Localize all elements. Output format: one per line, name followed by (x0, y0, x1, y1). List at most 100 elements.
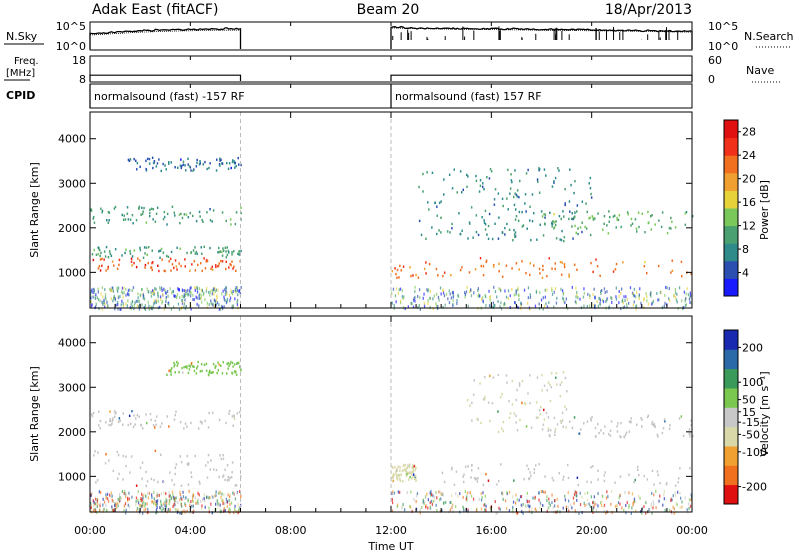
scatter-cell-5 (513, 203, 516, 207)
speckle-mark (676, 300, 678, 304)
scatter-cell-2 (163, 215, 166, 219)
scatter-cell-5 (563, 236, 566, 239)
speckle-mark (90, 501, 92, 505)
speckle-mark (121, 286, 124, 290)
speckle-mark (655, 489, 657, 493)
scatter-cell-6 (631, 222, 634, 225)
speckle-mark (168, 509, 170, 513)
scatter-cell-3 (415, 479, 417, 482)
scatter-cell-4 (638, 473, 640, 477)
scatter-cell-6 (530, 426, 533, 429)
speckle-mark (485, 508, 487, 512)
speckle-mark (596, 503, 598, 506)
time-tick-label: 08:00 (275, 524, 307, 537)
speckle-mark (217, 502, 219, 506)
scatter-cell-0 (194, 269, 197, 272)
scatter-cell-5 (568, 200, 571, 203)
speckle-mark (239, 490, 241, 493)
scatter-cell-5 (541, 428, 544, 431)
speckle-mark (489, 296, 491, 300)
scatter-cell-4 (562, 478, 564, 481)
speckle-mark (632, 501, 634, 505)
scatter-cell-6 (573, 216, 575, 219)
scatter-cell-6 (684, 223, 687, 226)
scatter-cell-0 (180, 460, 183, 464)
scatter-cell-2 (230, 223, 232, 226)
scatter-cell-4 (643, 474, 645, 478)
scatter-cell-5 (513, 233, 516, 236)
speckle-mark (633, 500, 635, 504)
speckle-mark (228, 293, 231, 297)
scatter-cell-3 (180, 166, 182, 170)
scatter-cell-3 (145, 167, 147, 171)
scatter-cell-5 (519, 179, 521, 183)
speckle-mark (574, 300, 577, 304)
scatter-cell-6 (544, 213, 547, 216)
scatter-cell-5 (688, 432, 690, 435)
scatter-cell-4 (590, 466, 592, 469)
scatter-cell-5 (543, 168, 546, 171)
speckle-mark (684, 299, 686, 303)
speckle-mark (592, 293, 594, 296)
scatter-cell-0 (225, 267, 227, 271)
scatter-cell-4 (690, 272, 692, 275)
speckle-mark (498, 287, 500, 291)
scatter-cell-6 (480, 421, 482, 425)
scatter-cell-3 (216, 158, 218, 161)
speckle-mark (123, 490, 126, 494)
scatter-cell-4 (474, 268, 477, 271)
scatter-cell-3 (190, 169, 192, 172)
speckle-mark (220, 495, 222, 499)
speckle-mark (222, 289, 224, 293)
speckle-mark (209, 293, 211, 297)
speckle-mark (125, 508, 127, 512)
speckle-mark (634, 499, 636, 503)
scatter-cell-2 (170, 368, 172, 372)
speckle-mark (173, 502, 175, 506)
speckle-mark (90, 494, 92, 498)
scatter-cell-4 (459, 268, 462, 272)
scatter-cell-0 (108, 459, 110, 462)
speckle-mark (183, 509, 185, 513)
speckle-mark (422, 296, 424, 300)
speckle-mark (131, 304, 133, 308)
scatter-cell-6 (513, 412, 515, 415)
scatter-cell-0 (173, 266, 175, 270)
scatter-cell-0 (93, 454, 95, 457)
speckle-mark (592, 508, 594, 512)
speckle-mark (483, 503, 485, 507)
speckle-mark (96, 296, 98, 300)
scatter-cell-1 (99, 419, 102, 423)
speckle-mark (216, 294, 218, 298)
scatter-cell-0 (224, 478, 226, 481)
scatter-cell-0 (184, 265, 186, 268)
speckle-mark (506, 491, 508, 495)
scatter-cell-1 (190, 251, 193, 254)
scatter-cell-1 (105, 421, 107, 424)
speckle-mark (210, 299, 212, 303)
scatter-cell-4 (533, 471, 535, 474)
scatter-cell-6 (529, 374, 531, 377)
scatter-cell-0 (193, 260, 196, 263)
scatter-cell-0 (145, 484, 147, 488)
scatter-cell-2 (220, 364, 222, 367)
scatter-cell-4 (586, 480, 588, 483)
speckle-mark (161, 504, 163, 508)
scatter-cell-5 (539, 223, 541, 226)
scatter-cell-2 (227, 362, 230, 365)
scatter-cell-5 (422, 190, 424, 193)
scatter-cell-6 (543, 408, 545, 412)
speckle-mark (502, 493, 504, 497)
scatter-cell-0 (147, 261, 149, 265)
speckle-mark (548, 506, 550, 510)
scatter-cell-5 (589, 187, 592, 190)
scatter-cell-6 (552, 220, 554, 223)
freq-tick-high: 18 (72, 54, 86, 67)
scatter-cell-0 (235, 269, 237, 272)
scatter-cell-3 (199, 160, 201, 163)
speckle-mark (673, 294, 675, 297)
scatter-cell-1 (194, 246, 196, 249)
speckle-mark (222, 502, 224, 505)
scatter-cell-5 (512, 239, 514, 242)
speckle-mark (485, 504, 487, 508)
